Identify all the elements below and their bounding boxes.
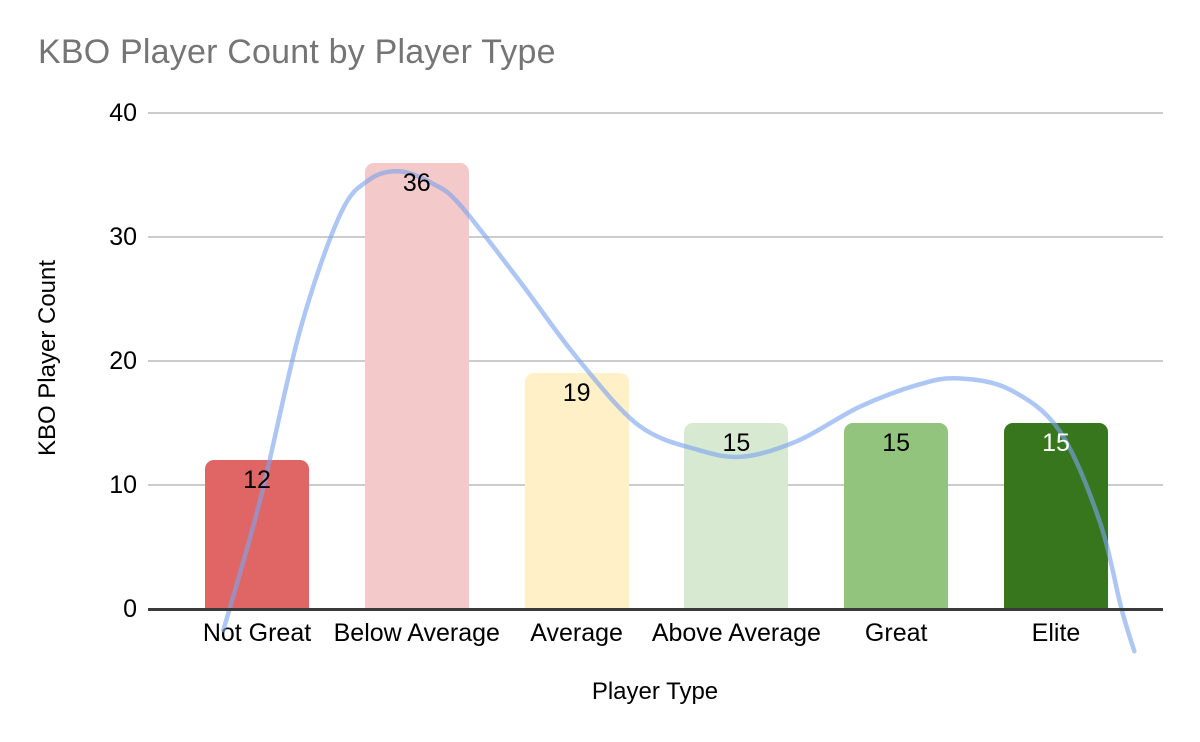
x-axis-title: Player Type	[591, 678, 719, 705]
bar-value-label: 12	[243, 466, 271, 495]
chart-title: KBO Player Count by Player Type	[38, 33, 556, 71]
trendline-path	[221, 168, 1137, 654]
y-tick-label: 0	[123, 595, 137, 623]
gridline	[148, 236, 1163, 238]
x-category-label: Elite	[1031, 619, 1081, 647]
y-tick-label: 10	[109, 471, 137, 499]
bar[interactable]	[524, 373, 629, 609]
bar-value-label: 15	[1042, 429, 1070, 457]
x-axis-baseline	[148, 608, 1163, 611]
bar-value-label: 36	[402, 168, 431, 197]
bar-value-label: 15	[882, 429, 911, 457]
bar[interactable]	[364, 162, 469, 609]
bar-value-label: 19	[562, 379, 591, 408]
y-tick-label: 40	[109, 99, 137, 127]
y-tick-label: 30	[109, 223, 137, 251]
y-tick-label: 20	[109, 347, 137, 375]
gridline	[148, 112, 1163, 114]
gridline	[148, 360, 1163, 362]
bar-value-label: 15	[722, 429, 751, 457]
